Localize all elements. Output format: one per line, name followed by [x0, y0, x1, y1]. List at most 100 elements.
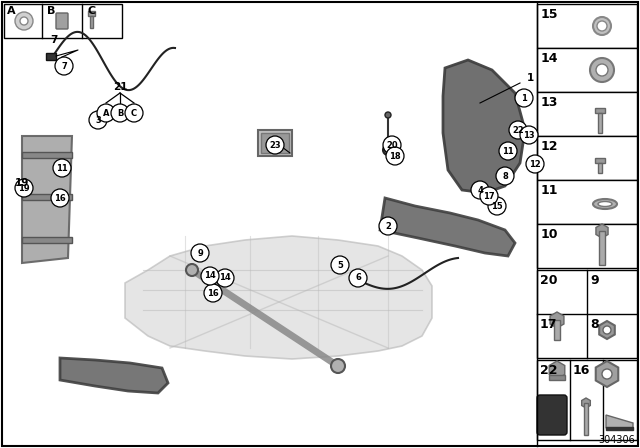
Text: B: B	[47, 6, 56, 16]
Text: C: C	[131, 108, 137, 117]
Circle shape	[488, 197, 506, 215]
Text: 22: 22	[512, 125, 524, 134]
Text: 20: 20	[540, 274, 557, 287]
FancyBboxPatch shape	[537, 395, 567, 435]
Circle shape	[89, 111, 107, 129]
Bar	[22, 152, 72, 158]
Circle shape	[349, 269, 367, 287]
Text: C: C	[87, 6, 95, 16]
Circle shape	[590, 58, 614, 82]
Circle shape	[125, 104, 143, 122]
Text: 15: 15	[541, 8, 559, 21]
Polygon shape	[60, 358, 168, 393]
Circle shape	[386, 147, 404, 165]
Circle shape	[201, 267, 219, 285]
Circle shape	[593, 17, 611, 35]
Bar	[88, 11, 95, 16]
Circle shape	[383, 145, 393, 155]
Bar	[22, 194, 72, 200]
Text: 7: 7	[61, 61, 67, 70]
Text: 20: 20	[386, 141, 398, 150]
Text: 14: 14	[219, 273, 231, 283]
Circle shape	[597, 21, 607, 31]
Text: A: A	[103, 108, 109, 117]
Circle shape	[15, 179, 33, 197]
Circle shape	[331, 359, 345, 373]
Text: 8: 8	[590, 318, 598, 331]
Text: 22: 22	[540, 364, 557, 377]
Text: 10: 10	[541, 228, 559, 241]
Text: 14: 14	[541, 52, 559, 65]
Text: 11: 11	[502, 146, 514, 155]
Circle shape	[471, 181, 489, 199]
Bar	[537, 92, 637, 136]
Circle shape	[111, 104, 129, 122]
Circle shape	[53, 159, 71, 177]
Polygon shape	[125, 236, 432, 359]
Circle shape	[331, 256, 349, 274]
Bar	[595, 108, 605, 113]
Circle shape	[499, 142, 517, 160]
Bar	[554, 320, 560, 340]
Bar	[537, 224, 637, 268]
Text: 6: 6	[355, 273, 361, 283]
Circle shape	[51, 189, 69, 207]
Text: 5: 5	[337, 260, 343, 270]
Bar	[537, 360, 637, 440]
Circle shape	[520, 126, 538, 144]
Bar	[606, 427, 633, 430]
Bar	[595, 158, 605, 163]
Text: 16: 16	[54, 194, 66, 202]
Text: 3: 3	[95, 116, 101, 125]
Bar	[537, 4, 637, 48]
Circle shape	[603, 326, 611, 334]
Text: 2: 2	[385, 221, 391, 231]
Circle shape	[526, 155, 544, 173]
Text: 18: 18	[389, 151, 401, 160]
Text: 21: 21	[113, 82, 127, 92]
Circle shape	[353, 275, 363, 285]
Polygon shape	[443, 60, 525, 193]
Text: 7: 7	[51, 35, 58, 45]
Bar	[584, 403, 588, 435]
Text: 1: 1	[521, 94, 527, 103]
Text: 17: 17	[540, 318, 557, 331]
Circle shape	[596, 64, 608, 76]
Circle shape	[55, 57, 73, 75]
Text: 1: 1	[526, 73, 534, 83]
Text: A: A	[7, 6, 15, 16]
Text: 13: 13	[541, 96, 558, 109]
Text: 16: 16	[573, 364, 590, 377]
Text: 304306: 304306	[598, 435, 635, 445]
Circle shape	[515, 89, 533, 107]
Polygon shape	[380, 198, 515, 256]
Circle shape	[496, 167, 514, 185]
Text: 4: 4	[477, 185, 483, 194]
Circle shape	[216, 269, 234, 287]
Text: 12: 12	[529, 159, 541, 168]
Text: 13: 13	[523, 130, 535, 139]
Circle shape	[266, 136, 284, 154]
Text: 19: 19	[15, 178, 29, 188]
Circle shape	[204, 284, 222, 302]
Text: 23: 23	[269, 141, 281, 150]
Bar	[537, 270, 637, 358]
Bar	[258, 130, 292, 156]
Bar	[261, 133, 289, 153]
Bar	[537, 136, 637, 180]
Bar	[599, 231, 605, 265]
Circle shape	[97, 104, 115, 122]
Text: B: B	[117, 108, 123, 117]
Text: 9: 9	[197, 249, 203, 258]
Circle shape	[509, 121, 527, 139]
Circle shape	[191, 244, 209, 262]
Ellipse shape	[598, 202, 612, 207]
Bar	[598, 163, 602, 173]
Text: 11: 11	[541, 184, 559, 197]
Circle shape	[379, 217, 397, 235]
Text: 19: 19	[18, 184, 30, 193]
FancyBboxPatch shape	[56, 13, 68, 29]
Bar	[598, 113, 602, 133]
Bar	[22, 237, 72, 243]
Polygon shape	[606, 415, 633, 428]
